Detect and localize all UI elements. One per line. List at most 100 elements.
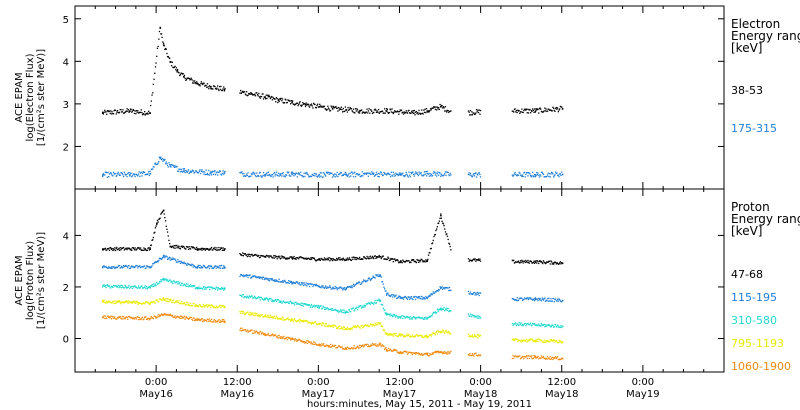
data-point <box>392 335 394 337</box>
data-point <box>306 304 308 306</box>
data-point <box>422 336 424 339</box>
data-point <box>363 111 365 113</box>
data-point <box>404 317 407 319</box>
data-point <box>150 244 152 246</box>
data-point <box>529 173 531 175</box>
data-point <box>106 317 108 319</box>
data-point <box>540 299 542 301</box>
data-point <box>116 286 118 288</box>
data-point <box>406 353 409 355</box>
data-point <box>391 334 393 336</box>
data-point <box>515 356 518 358</box>
data-point <box>162 297 165 299</box>
data-point <box>531 110 533 112</box>
data-point <box>408 296 410 299</box>
data-point <box>304 175 306 178</box>
data-point <box>469 174 471 176</box>
data-point <box>127 286 129 288</box>
data-point <box>473 334 476 336</box>
data-point <box>268 174 270 176</box>
data-point <box>275 315 278 317</box>
data-point <box>106 110 109 112</box>
data-point <box>198 286 200 288</box>
data-point <box>166 162 168 165</box>
data-point <box>126 316 128 319</box>
data-point <box>110 247 112 249</box>
data-point <box>519 172 521 174</box>
data-point <box>399 333 401 335</box>
data-point <box>317 306 319 308</box>
data-point <box>366 108 368 110</box>
data-point <box>277 99 280 102</box>
data-point <box>288 302 290 304</box>
data-point <box>192 285 194 287</box>
data-point <box>131 176 133 178</box>
data-point <box>306 342 309 345</box>
data-point <box>449 172 451 174</box>
data-point <box>249 296 251 298</box>
data-point <box>328 324 330 326</box>
data-point <box>282 257 284 259</box>
data-point <box>539 107 541 109</box>
data-point <box>251 173 253 176</box>
legend-entry: 47-68 <box>731 268 763 281</box>
data-point <box>411 336 413 338</box>
data-point <box>194 285 196 287</box>
data-point <box>416 112 418 115</box>
data-point <box>250 277 253 279</box>
data-point <box>285 99 287 101</box>
data-point <box>423 174 425 176</box>
data-point <box>258 296 260 298</box>
data-point <box>187 285 190 288</box>
data-point <box>427 316 430 318</box>
data-point <box>519 323 522 325</box>
data-point <box>126 108 128 110</box>
data-point <box>128 172 130 174</box>
data-point <box>272 317 274 319</box>
data-point <box>110 285 113 287</box>
data-point <box>147 247 149 249</box>
data-point <box>529 323 531 325</box>
data-point <box>202 319 205 321</box>
data-point <box>360 258 362 260</box>
data-point <box>189 285 191 288</box>
data-point <box>267 300 269 302</box>
data-point <box>191 263 193 265</box>
data-point <box>156 299 158 301</box>
data-point <box>191 170 193 172</box>
data-point <box>295 301 297 303</box>
data-point <box>340 108 342 110</box>
data-point <box>117 111 119 114</box>
data-point <box>320 257 322 260</box>
data-point <box>204 171 206 173</box>
data-point <box>561 357 563 359</box>
data-point <box>258 333 261 335</box>
data-point <box>442 329 444 331</box>
data-point <box>515 261 518 263</box>
data-point <box>548 324 551 326</box>
data-point <box>273 335 275 337</box>
data-point <box>300 302 303 304</box>
data-point <box>294 174 296 176</box>
data-point <box>308 341 310 343</box>
data-point <box>363 304 365 306</box>
data-point <box>317 323 319 325</box>
data-point <box>269 317 271 319</box>
legend-entry: 175-315 <box>731 122 777 135</box>
data-point <box>298 283 300 285</box>
data-point <box>316 324 318 326</box>
data-point <box>369 172 371 174</box>
data-point <box>475 352 477 354</box>
data-point <box>556 262 558 264</box>
data-point <box>533 111 535 113</box>
data-point <box>477 292 480 294</box>
data-point <box>191 286 193 288</box>
data-point <box>114 267 116 270</box>
data-point <box>150 284 152 286</box>
data-point <box>338 325 340 327</box>
data-point <box>169 57 171 60</box>
data-point <box>106 113 108 115</box>
data-point <box>438 108 440 111</box>
data-point <box>114 173 116 175</box>
data-point <box>442 106 445 108</box>
